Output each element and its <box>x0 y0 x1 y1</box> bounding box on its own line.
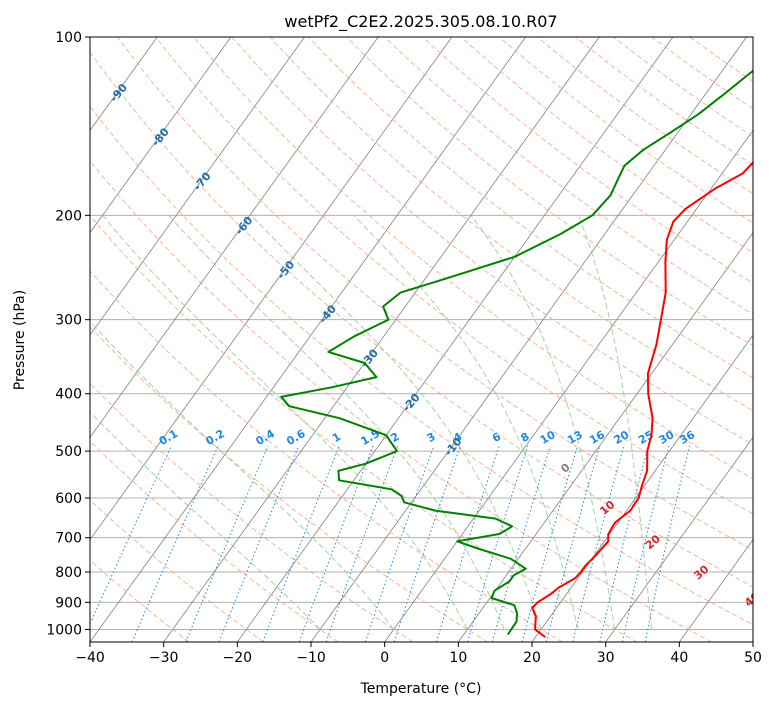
isotherm-line <box>90 37 379 439</box>
isotherm-line <box>458 232 753 642</box>
mixing-ratio-line <box>467 445 529 642</box>
x-axis-title: Temperature (°C) <box>360 681 482 697</box>
y-tick-label: 400 <box>55 387 82 403</box>
y-axis-ticks: 100 200 300 400 500 600 700 800 900 1000 <box>46 30 90 638</box>
y-tick-label: 700 <box>55 531 82 547</box>
dry-adiabat-line <box>90 214 638 642</box>
mixing-ratio-line <box>572 445 625 642</box>
isotherm-line <box>531 334 753 642</box>
dewpoint-profile-line <box>280 69 753 636</box>
mixing-ratio-line <box>545 445 601 642</box>
isotherm-line <box>679 539 753 642</box>
x-tick-label: 0 <box>380 650 389 666</box>
mixing-ratio-line <box>644 445 691 642</box>
dry-adiabat-line <box>422 37 753 284</box>
mixing-ratio-line <box>393 445 461 642</box>
moist-adiabat-line <box>90 320 395 630</box>
mixing-ratio-line <box>435 445 500 642</box>
moist-adiabat-line <box>168 214 505 630</box>
dry-adiabat-line <box>90 382 414 642</box>
y-tick-label: 800 <box>55 565 82 581</box>
y-tick-label: 600 <box>55 491 82 507</box>
mixing-ratio-line <box>262 445 340 642</box>
x-tick-label: −40 <box>75 650 105 666</box>
plot-frame <box>89 36 754 643</box>
moist-adiabat-line <box>353 214 579 630</box>
x-tick-label: 40 <box>670 650 688 666</box>
dry-adiabat-line <box>90 559 190 642</box>
mixing-ratio-line <box>521 445 579 642</box>
dry-adiabat-line <box>90 51 753 588</box>
y-tick-label: 200 <box>55 208 82 224</box>
dry-adiabat-line <box>193 37 753 480</box>
y-tick-label: 1000 <box>46 622 82 638</box>
x-tick-label: −10 <box>296 650 326 666</box>
x-axis-ticks: −40 −30 −20 −10 0 10 20 30 40 50 <box>75 642 762 666</box>
dry-adiabat-line <box>90 160 712 642</box>
guide-lines-layer <box>90 37 753 642</box>
x-tick-label: 30 <box>597 650 615 666</box>
isotherm-line <box>90 37 526 642</box>
y-tick-label: 500 <box>55 444 82 460</box>
dry-adiabat-line <box>90 270 563 642</box>
x-tick-label: 20 <box>523 650 541 666</box>
chart-title: wetPf2_C2E2.2025.305.08.10.R07 <box>284 12 557 32</box>
dry-adiabat-line <box>384 37 753 315</box>
moist-adiabat-line <box>470 215 616 630</box>
mixing-ratio-line <box>364 445 435 642</box>
isotherm-line <box>163 37 600 642</box>
mixing-ratio-line <box>491 445 551 642</box>
y-tick-label: 900 <box>55 595 82 611</box>
isotherm-line <box>90 37 305 336</box>
isotherm-line <box>605 436 753 642</box>
dry-adiabat-line <box>90 105 753 626</box>
mixing-ratio-line <box>621 445 670 642</box>
y-axis-title: Pressure (hPa) <box>12 290 28 390</box>
x-tick-label: −20 <box>223 650 253 666</box>
isotherm-line <box>90 37 453 541</box>
mixing-ratio-line <box>325 445 399 642</box>
moist-adiabat-line <box>250 214 542 630</box>
y-tick-label: 100 <box>55 30 82 46</box>
y-tick-label: 300 <box>55 313 82 329</box>
x-tick-label: 10 <box>449 650 467 666</box>
isotherm-line <box>237 37 674 642</box>
moist-adiabat-line <box>578 215 652 630</box>
x-tick-label: 50 <box>744 650 762 666</box>
x-tick-label: −30 <box>149 650 179 666</box>
moist-adiabat-line <box>102 214 468 630</box>
dry-adiabat-line <box>231 37 753 445</box>
mixing-ratio-line <box>599 445 649 642</box>
dry-adiabat-line <box>345 37 753 347</box>
isotherm-line <box>90 37 232 234</box>
moist-adiabat-label: 40 <box>742 590 762 610</box>
mixing-ratio-line <box>131 445 219 642</box>
moist-adiabat-line <box>90 411 321 630</box>
mixing-ratio-line <box>298 445 374 642</box>
